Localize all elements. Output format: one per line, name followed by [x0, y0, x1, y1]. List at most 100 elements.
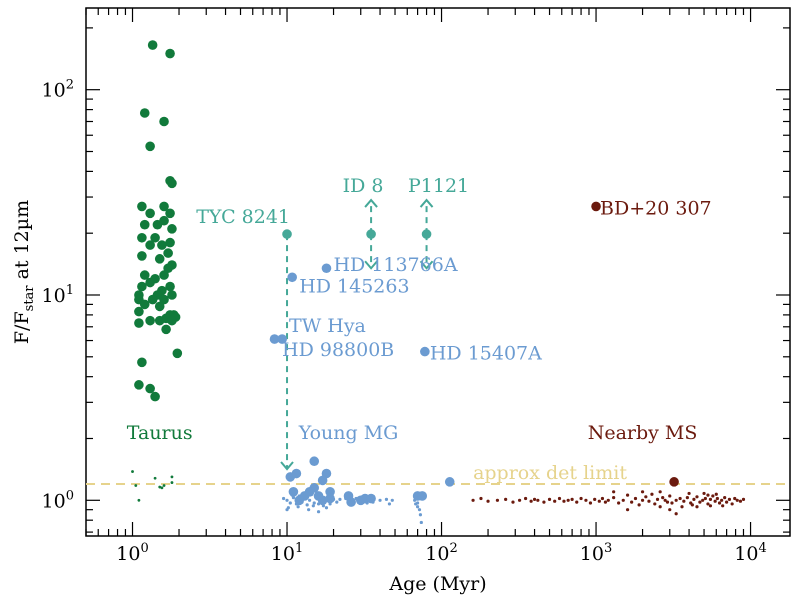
y-axis-label-tail: at 12µm: [11, 200, 33, 286]
nearby-small-point: [517, 498, 522, 502]
x-tick-label: 101: [271, 541, 303, 565]
young-small-point: [312, 501, 316, 505]
taurus-point: [159, 116, 169, 127]
young-point: [325, 493, 335, 504]
young-small-point: [387, 502, 392, 506]
nearby-small-point: [644, 495, 648, 499]
nearby-small-point: [698, 500, 702, 504]
nearby-point: [591, 201, 601, 212]
nearby-small-point: [653, 502, 657, 506]
y-tick-label: 100: [42, 488, 74, 512]
taurus-small-point: [162, 484, 166, 487]
nearby-small-point: [725, 500, 729, 504]
nearby-small-point: [625, 508, 630, 512]
x-tick-exp: 0: [140, 541, 148, 556]
young-small-point: [417, 508, 422, 512]
x-tick-label: 104: [734, 541, 766, 565]
young-small-point: [285, 498, 289, 502]
nearby-small-point: [678, 496, 682, 501]
taurus-point: [167, 315, 177, 326]
taurus-point: [163, 248, 173, 258]
taurus-point: [139, 270, 150, 280]
taurus-point: [145, 208, 155, 219]
limit-arrow-head: [364, 260, 378, 270]
young-point: [288, 486, 299, 497]
taurus-point: [165, 48, 175, 59]
young-small-point: [338, 497, 342, 502]
limit-arrow-head: [419, 198, 434, 208]
young-small-point: [378, 498, 382, 502]
nearby-small-point: [658, 490, 662, 494]
young-point: [346, 497, 356, 507]
taurus-point: [157, 240, 167, 250]
taurus-point: [134, 318, 144, 328]
nearby-small-point: [741, 497, 746, 502]
x-tick-label: 103: [580, 541, 612, 565]
nearby-small-point: [640, 490, 645, 494]
nearby-small-point: [570, 497, 574, 502]
nearby-small-point: [692, 497, 696, 502]
young-small-point: [419, 520, 423, 525]
young-point: [304, 486, 315, 497]
nearby-small-point: [495, 498, 500, 502]
nearby-small-point: [612, 496, 616, 500]
young-small-point: [296, 505, 300, 509]
nearby-small-point: [504, 497, 508, 502]
nearby-small-point: [706, 493, 710, 497]
taurus-small-point: [153, 476, 157, 480]
taurus-point: [137, 232, 147, 243]
nearby-small-point: [723, 496, 727, 500]
x-tick-base: 10: [734, 543, 758, 565]
special-point: [282, 229, 292, 239]
nearby-small-point: [702, 491, 706, 496]
nearby-small-point: [680, 505, 684, 509]
taurus-point: [137, 251, 147, 261]
nearby-small-point: [617, 501, 621, 505]
nearby-small-point: [668, 508, 672, 512]
y-tick-exp: 1: [66, 283, 74, 298]
nearby-small-point: [658, 505, 662, 509]
nearby-small-point: [735, 498, 739, 502]
taurus-point: [134, 380, 144, 390]
taurus-point: [150, 232, 160, 243]
young-small-point: [307, 508, 311, 512]
y-tick-label: 101: [42, 283, 74, 307]
nearby-small-point: [547, 497, 552, 502]
nearby-small-point: [612, 490, 616, 494]
nearby-small-point: [655, 497, 660, 502]
nearby-small-point: [542, 500, 546, 504]
taurus-small-point: [170, 475, 174, 479]
taurus-point: [154, 301, 165, 312]
nearby-small-point: [536, 498, 540, 502]
nearby-small-point: [471, 498, 475, 502]
young-small-point: [305, 503, 309, 507]
taurus-point: [167, 178, 177, 189]
nearby-small-point: [690, 503, 694, 507]
nearby-small-point: [717, 501, 722, 505]
taurus-small-point: [158, 485, 162, 489]
taurus-point: [137, 281, 147, 292]
nearby-small-point: [588, 501, 593, 505]
taurus-point: [145, 277, 155, 288]
y-tick-exp: 2: [66, 78, 74, 93]
young-point: [321, 263, 332, 274]
taurus-point: [161, 324, 171, 335]
nearby-small-point: [661, 496, 665, 500]
nearby-small-point: [687, 491, 691, 496]
taurus-point: [139, 299, 150, 310]
young-small-point: [384, 497, 389, 502]
nearby-small-point: [621, 498, 625, 502]
nearby-small-point: [674, 498, 678, 502]
point-annotation: TW Hya: [289, 315, 366, 337]
young-small-point: [316, 510, 321, 514]
taurus-point: [165, 281, 175, 292]
young-small-point: [418, 513, 423, 517]
taurus-point: [154, 315, 165, 326]
taurus-point: [137, 357, 147, 368]
young-small-point: [390, 498, 394, 502]
nearby-small-point: [600, 496, 605, 501]
nearby-small-point: [663, 498, 667, 502]
nearby-small-point: [523, 496, 528, 501]
special-point: [366, 229, 376, 239]
